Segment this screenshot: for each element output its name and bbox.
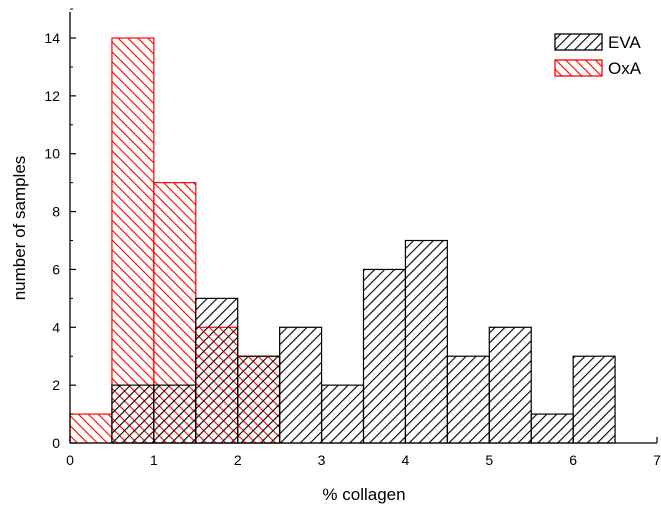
bar-eva-8 bbox=[446, 355, 490, 444]
bar-oxa-0 bbox=[69, 413, 113, 444]
bar-eva-7 bbox=[404, 239, 448, 444]
bar-oxa-1 bbox=[111, 37, 155, 444]
legend-label-oxa: OxA bbox=[608, 59, 642, 78]
legend-item-eva: EVA bbox=[554, 33, 641, 52]
legend-item-oxa: OxA bbox=[554, 59, 642, 78]
bar-eva-2 bbox=[195, 297, 239, 444]
bar-eva-4 bbox=[279, 326, 323, 444]
legend-swatch-oxa bbox=[554, 59, 603, 77]
legend: EVA OxA bbox=[554, 33, 642, 78]
y-ticks: 0 2 4 6 8 10 12 14 bbox=[44, 8, 76, 451]
x-tick-label: 5 bbox=[485, 452, 493, 468]
legend-label-eva: EVA bbox=[608, 33, 641, 52]
x-tick-label: 1 bbox=[150, 452, 158, 468]
y-tick-label: 0 bbox=[52, 435, 60, 451]
x-tick-label: 4 bbox=[402, 452, 410, 468]
bar-eva-10 bbox=[530, 413, 574, 444]
y-axis-title: number of samples bbox=[10, 156, 29, 301]
y-tick-label: 14 bbox=[44, 30, 60, 46]
y-tick-label: 4 bbox=[52, 319, 60, 335]
x-tick-label: 3 bbox=[318, 452, 326, 468]
x-tick-label: 2 bbox=[234, 452, 242, 468]
y-tick-label: 10 bbox=[44, 146, 60, 162]
x-tick-label: 0 bbox=[66, 452, 74, 468]
y-tick-label: 12 bbox=[44, 88, 60, 104]
x-tick-label: 6 bbox=[569, 452, 577, 468]
x-tick-label: 7 bbox=[653, 452, 661, 468]
bar-eva-1 bbox=[153, 384, 197, 444]
bar-eva-3 bbox=[237, 355, 281, 444]
x-axis-title: % collagen bbox=[322, 485, 405, 504]
bar-eva-5 bbox=[320, 384, 365, 444]
bar-eva-11 bbox=[572, 355, 616, 444]
bar-eva-0 bbox=[111, 384, 155, 444]
bar-eva-9 bbox=[488, 326, 532, 444]
y-tick-label: 8 bbox=[52, 204, 60, 220]
x-ticks: 0 1 2 3 4 5 6 7 bbox=[66, 437, 661, 468]
y-tick-label: 2 bbox=[52, 377, 60, 393]
series-eva-bars bbox=[111, 239, 616, 444]
y-tick-label: 6 bbox=[52, 261, 60, 277]
legend-swatch-eva bbox=[554, 33, 603, 51]
bar-eva-6 bbox=[362, 268, 407, 444]
